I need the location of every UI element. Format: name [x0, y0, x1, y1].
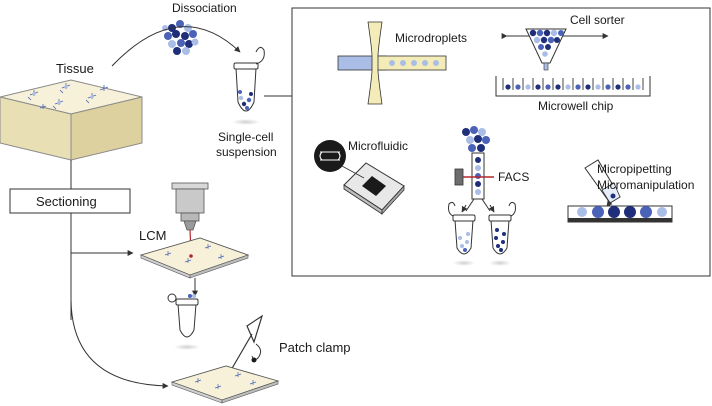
tissue-block	[0, 79, 143, 161]
single-cell-label-line1: Single-cell	[218, 130, 273, 144]
cell-sorter-label: Cell sorter	[570, 13, 625, 27]
patch-clamp-tissue-slide	[170, 365, 280, 404]
facs-tube-right	[488, 201, 516, 266]
microdroplet-device	[337, 21, 447, 105]
facs-device	[454, 126, 495, 213]
to-patch-clamp-arrow	[70, 299, 169, 389]
microwell-chip-label: Microwell chip	[538, 99, 614, 113]
dissociated-cell-cluster	[162, 20, 199, 55]
microdroplets-label: Microdroplets	[395, 31, 467, 45]
lcm-microscope	[171, 182, 209, 231]
sectioning-label: Sectioning	[36, 194, 97, 209]
microfluidic-label: Microfluidic	[348, 139, 408, 153]
lcm-tissue-slide	[139, 237, 250, 279]
dissociation-label: Dissociation	[172, 1, 237, 15]
facs-label: FACS	[498, 170, 529, 184]
tissue-label: Tissue	[56, 61, 94, 76]
dissociation-arrow	[111, 26, 241, 67]
micropipetting-label-line2: Micromanipulation	[597, 178, 694, 192]
single-cell-suspension-tube	[232, 46, 265, 125]
lcm-collection-tube	[167, 293, 200, 350]
micropipette	[584, 159, 621, 211]
microfluidic-chip	[314, 140, 405, 216]
patch-clamp-label: Patch clamp	[279, 340, 351, 355]
sectioning-box	[9, 188, 131, 214]
lcm-label: LCM	[139, 228, 166, 243]
single-cell-label-line2: suspension	[216, 145, 277, 159]
facs-tube-left	[448, 201, 476, 266]
cell-sorter-funnel	[525, 28, 567, 71]
microwell-chip	[495, 76, 651, 97]
micropipetting-label-line1: Micropipetting	[597, 162, 672, 176]
micromanipulation-dish	[567, 205, 673, 223]
